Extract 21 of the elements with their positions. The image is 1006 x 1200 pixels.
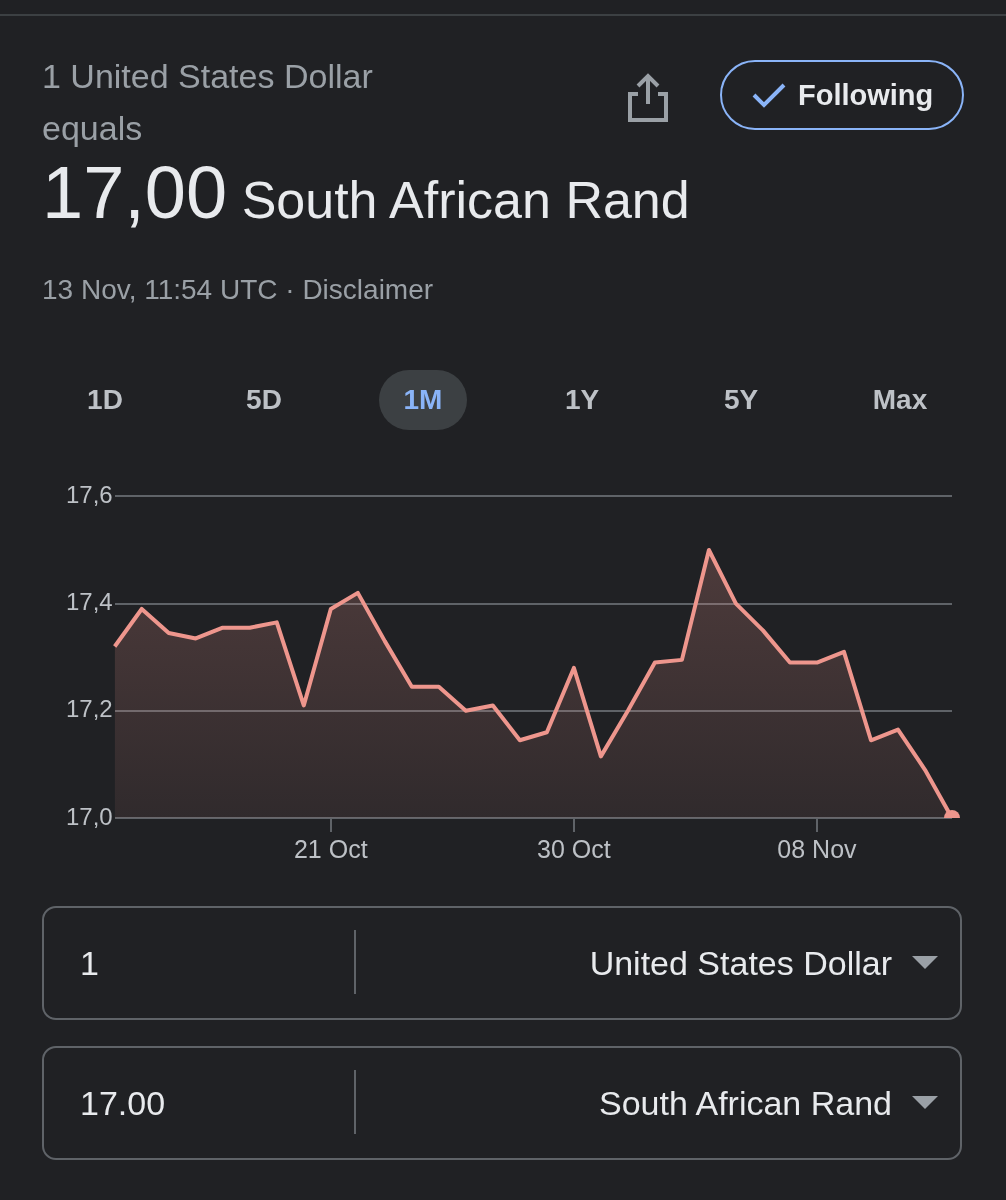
- text: Max: [871, 383, 929, 417]
- text: 1: [80, 944, 99, 983]
- chart-subtitle: 17,00 South African Rand: [42, 151, 690, 234]
- chart-title: 1 United States Dollar equals: [42, 57, 373, 147]
- y-tick-label: 17,4: [65, 588, 113, 616]
- text: 1D: [86, 383, 124, 417]
- text: 1Y: [563, 383, 601, 417]
- text: 5D: [245, 383, 283, 417]
- y-tick-label: 17,6: [65, 481, 113, 509]
- text: 13 Nov, 11:54 UTC · Disclaimer: [42, 274, 434, 306]
- text: Following: [798, 79, 934, 112]
- text: United States Dollar: [589, 944, 892, 983]
- x-tick-label: 21 Oct: [293, 834, 368, 863]
- y-tick-label: 17,0: [65, 802, 113, 830]
- x-tick-label: 30 Oct: [537, 834, 611, 863]
- text: 17.00: [80, 1084, 166, 1123]
- text: 5Y: [722, 383, 760, 417]
- text: South African Rand: [599, 1084, 892, 1123]
- y-tick-label: 17,2: [65, 695, 113, 723]
- text: 1M: [379, 370, 467, 430]
- x-tick-label: 08 Nov: [777, 834, 858, 863]
